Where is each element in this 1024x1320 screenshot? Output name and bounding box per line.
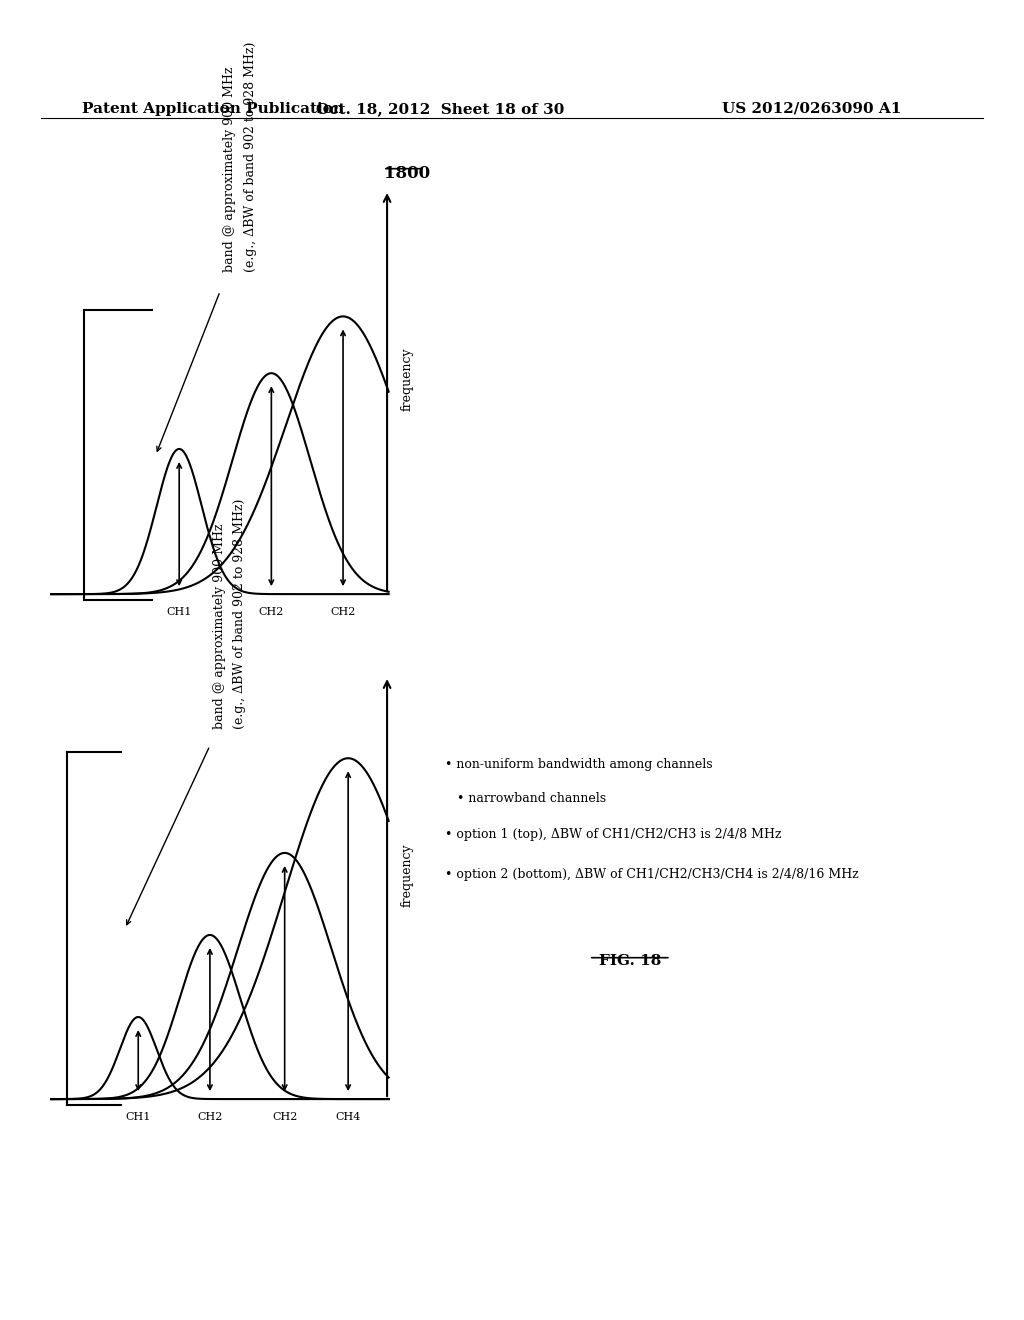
Text: CH1: CH1 [167, 607, 191, 616]
Text: CH2: CH2 [272, 1111, 297, 1122]
Text: 1800: 1800 [384, 165, 430, 182]
Text: band @ approximately 900 MHz: band @ approximately 900 MHz [213, 524, 226, 729]
Text: • narrowband channels: • narrowband channels [445, 792, 606, 805]
Text: • option 2 (bottom), ΔBW of CH1/CH2/CH3/CH4 is 2/4/8/16 MHz: • option 2 (bottom), ΔBW of CH1/CH2/CH3/… [445, 869, 859, 880]
Text: (e.g., ΔBW of band 902 to 928 MHz): (e.g., ΔBW of band 902 to 928 MHz) [233, 499, 247, 729]
Text: • option 1 (top), ΔBW of CH1/CH2/CH3 is 2/4/8 MHz: • option 1 (top), ΔBW of CH1/CH2/CH3 is … [445, 828, 782, 841]
Text: Oct. 18, 2012  Sheet 18 of 30: Oct. 18, 2012 Sheet 18 of 30 [316, 102, 564, 116]
Text: frequency: frequency [400, 843, 414, 907]
Text: (e.g., ΔBW of band 902 to 928 MHz): (e.g., ΔBW of band 902 to 928 MHz) [244, 42, 257, 272]
Text: Patent Application Publication: Patent Application Publication [82, 102, 344, 116]
Text: CH2: CH2 [259, 607, 284, 616]
Text: CH4: CH4 [336, 1111, 360, 1122]
Text: frequency: frequency [400, 347, 414, 412]
Text: • non-uniform bandwidth among channels: • non-uniform bandwidth among channels [445, 758, 713, 771]
Text: band @ approximately 900 MHz: band @ approximately 900 MHz [223, 67, 237, 272]
Text: CH2: CH2 [331, 607, 355, 616]
Text: FIG. 18: FIG. 18 [599, 954, 660, 968]
Text: US 2012/0263090 A1: US 2012/0263090 A1 [722, 102, 901, 116]
Text: CH2: CH2 [198, 1111, 222, 1122]
Text: CH1: CH1 [126, 1111, 151, 1122]
